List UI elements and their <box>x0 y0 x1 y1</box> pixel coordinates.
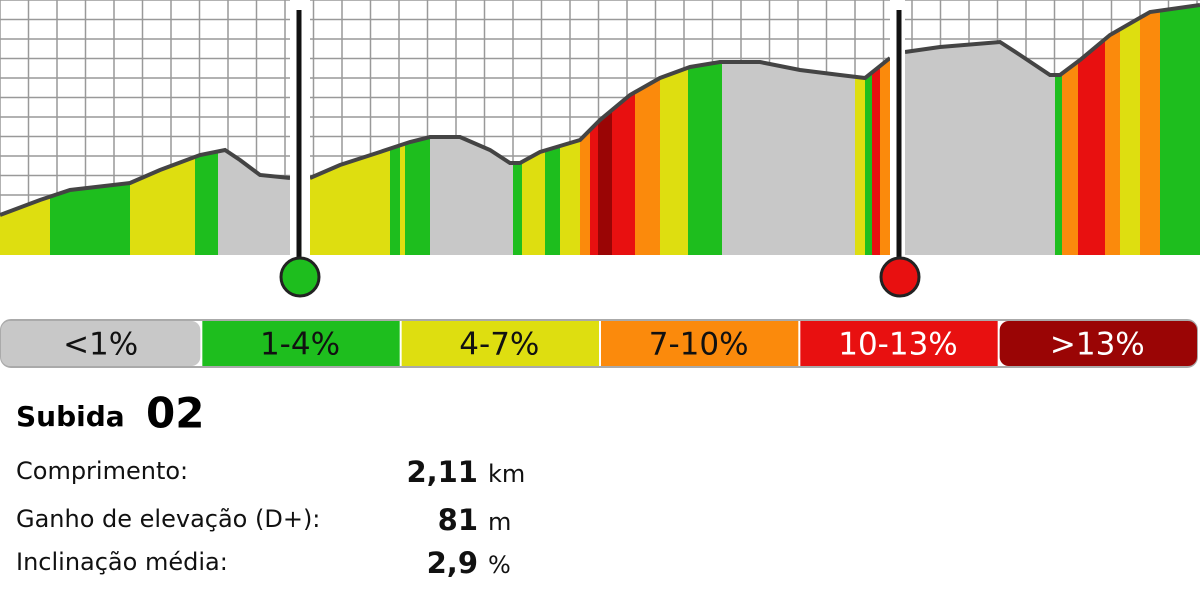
gradient-band <box>590 5 599 255</box>
stat-value: 2,9 <box>427 546 478 580</box>
legend-label: >13% <box>1050 327 1145 363</box>
profile-line <box>0 147 291 217</box>
stat-label: Inclinação média: <box>16 548 228 576</box>
legend-label: 10-13% <box>838 327 958 363</box>
gradient-band <box>872 5 881 255</box>
stat-unit: km <box>488 460 525 488</box>
gradient-band <box>1140 5 1161 255</box>
gradient-band <box>1105 5 1121 255</box>
legend-label: 1-4% <box>260 327 340 363</box>
profile-line <box>0 3 1200 217</box>
stat-value: 81 <box>438 503 478 537</box>
gradient-band <box>1160 5 1200 255</box>
stat-label: Comprimento: <box>16 457 188 485</box>
stats: Comprimento: 2,11 km Ganho de elevação (D+)… <box>16 455 525 580</box>
legend-swatch <box>202 321 400 366</box>
legend-label: 7-10% <box>649 327 749 363</box>
legend-swatch <box>999 321 1197 366</box>
legend-swatch <box>1 321 201 366</box>
gradient-legend: <1% 1-4% 4-7% 7-10% 10-13% >13% <box>0 319 1198 368</box>
stat-unit: m <box>488 508 511 536</box>
legend-swatch <box>401 321 599 366</box>
stat-value: 2,11 <box>406 455 478 489</box>
gradient-band <box>1120 5 1141 255</box>
legend-swatch <box>800 321 998 366</box>
gradient-band <box>865 5 873 255</box>
climb-number: 02 <box>146 389 204 438</box>
end-marker[interactable] <box>879 256 921 298</box>
gradient-band <box>855 5 866 255</box>
legend-swatch <box>601 321 799 366</box>
start-marker[interactable] <box>279 256 321 298</box>
gradient-band <box>880 5 891 255</box>
stat-label: Ganho de elevação (D+): <box>16 505 320 533</box>
legend-label: <1% <box>63 327 138 363</box>
stat-unit: % <box>488 551 511 579</box>
profile-line <box>904 3 1200 77</box>
gradient-band <box>1055 5 1063 255</box>
legend-label: 4-7% <box>459 327 539 363</box>
profile-line <box>309 56 892 180</box>
climb-label: Subida <box>16 400 125 433</box>
